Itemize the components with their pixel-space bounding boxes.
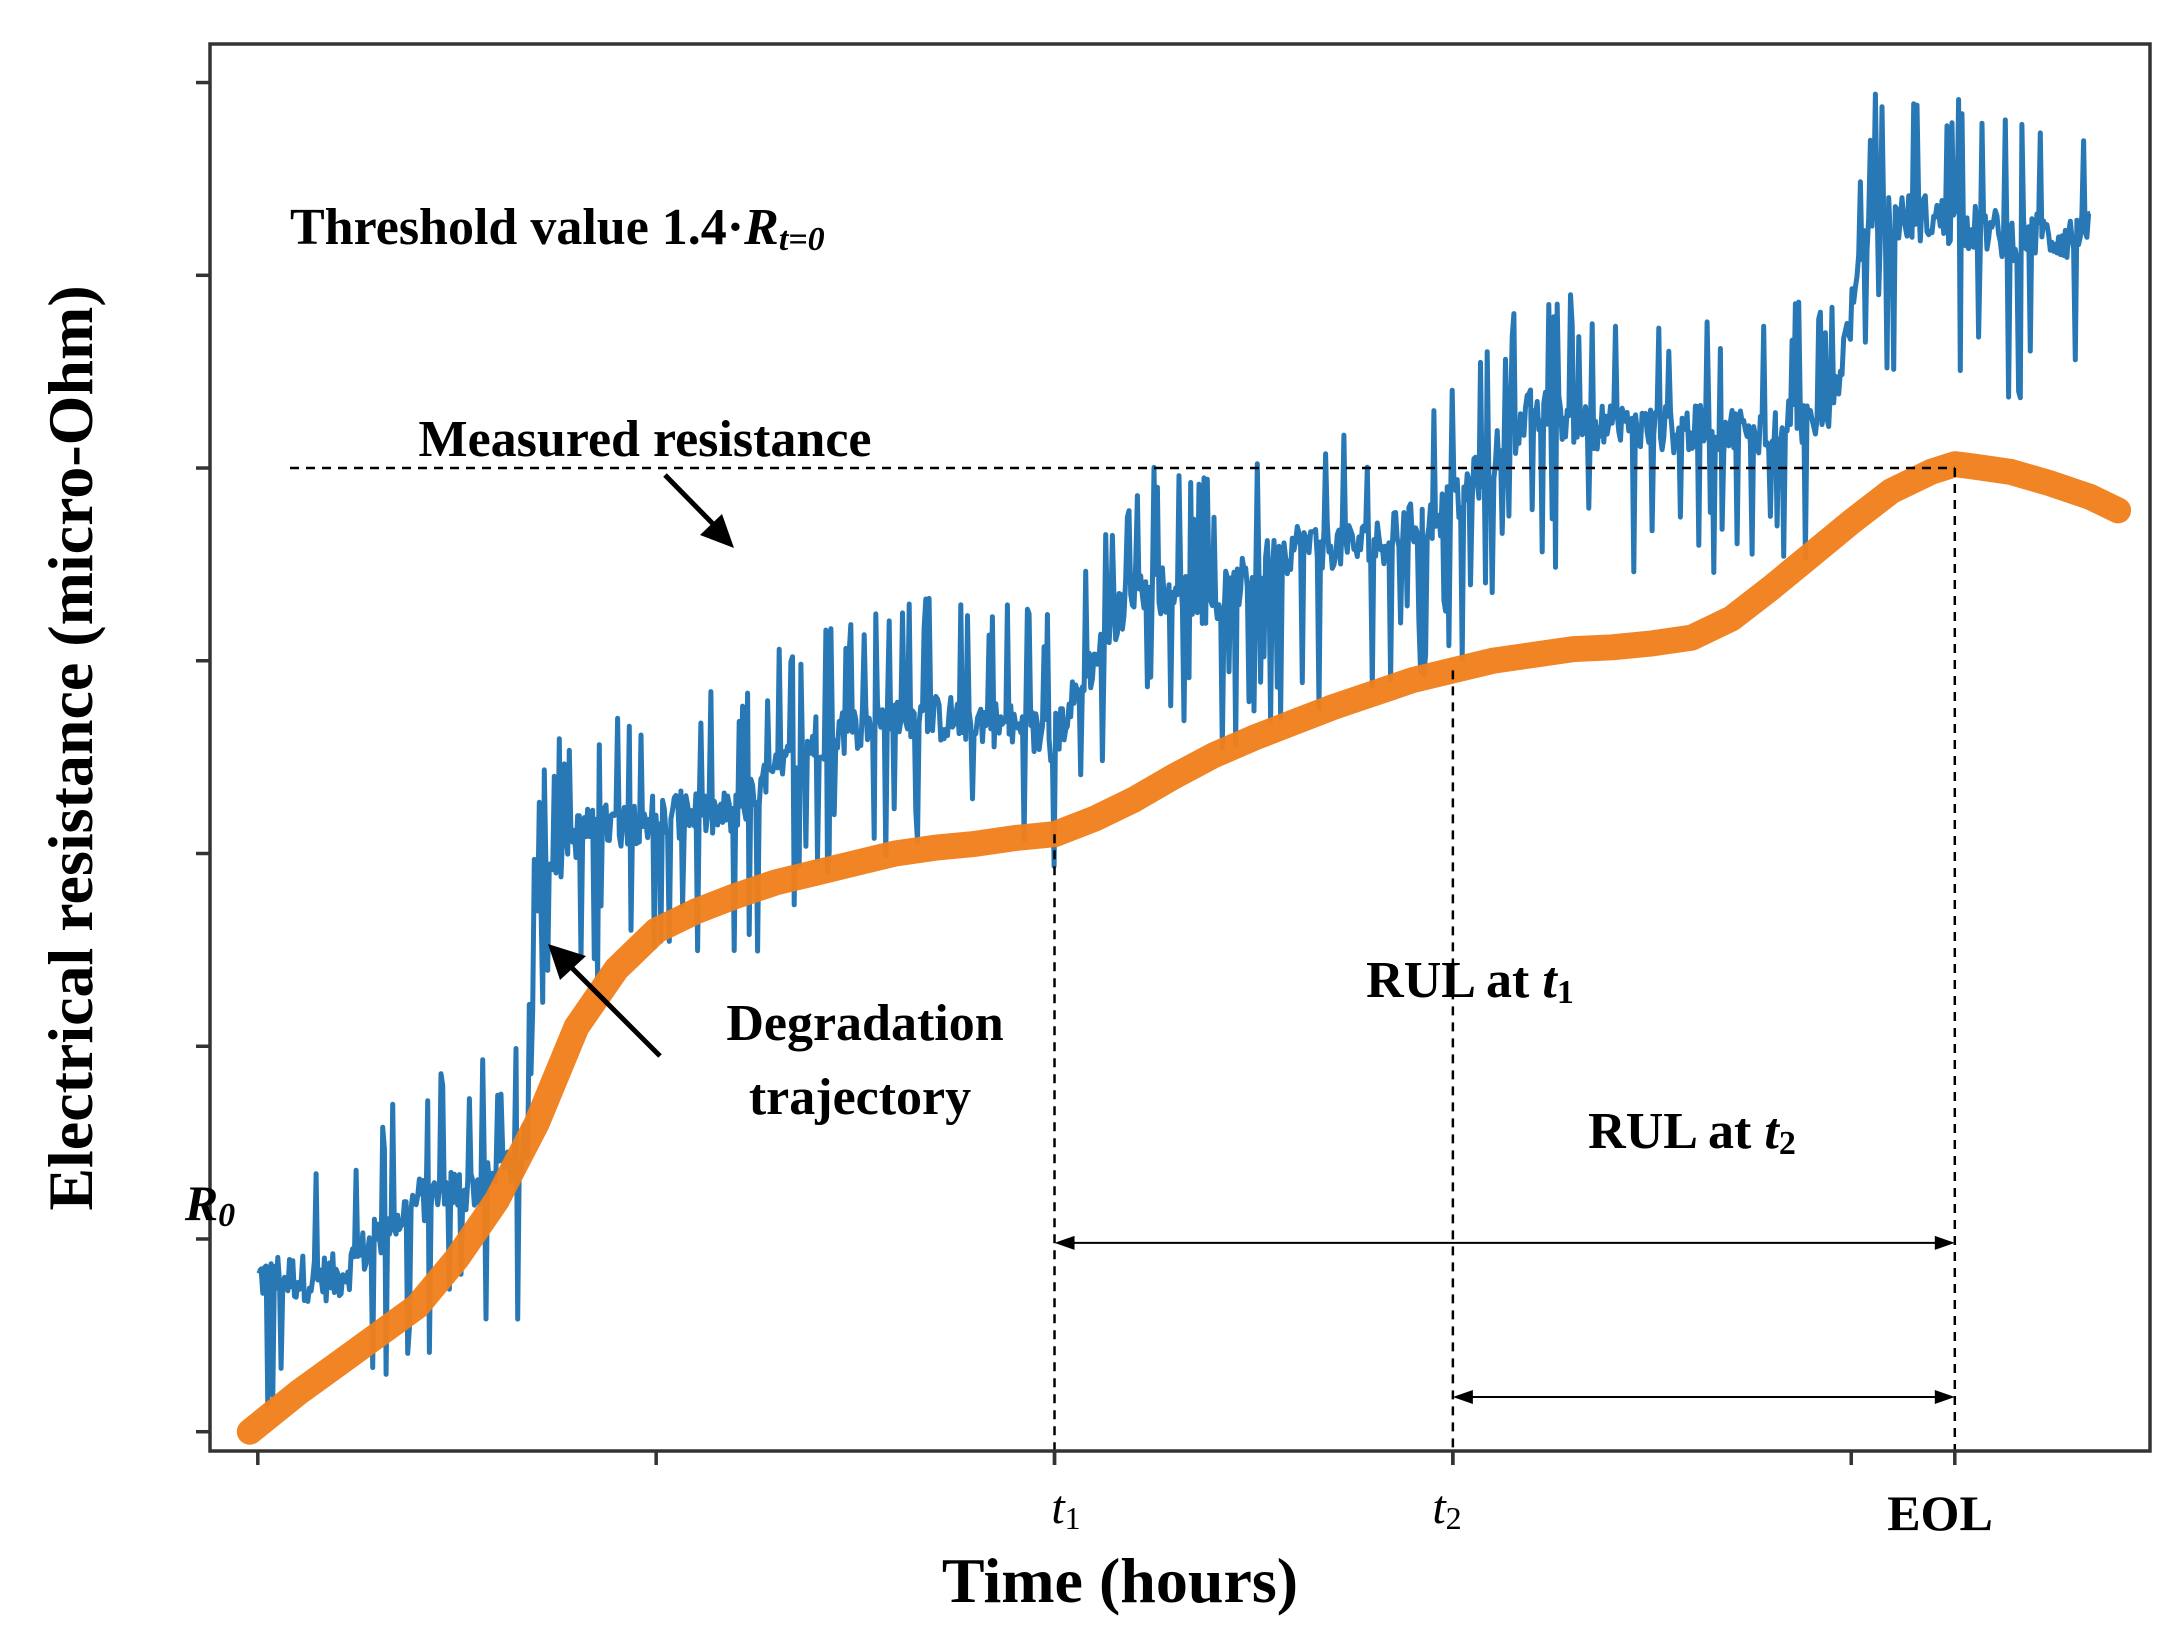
- rul-arrows: [1054, 1235, 1955, 1405]
- plot-frame: [208, 42, 2152, 1453]
- guide-lines: [290, 466, 1957, 1451]
- x-axis-label: Time (hours): [942, 1545, 1298, 1616]
- degradation-trajectory-line: [236, 451, 2132, 1445]
- measured-resistance-series: [256, 91, 2092, 1408]
- rul-t2-arrow: [1452, 1390, 1955, 1405]
- threshold-label: Threshold value 1.4·Rt=0: [290, 199, 825, 258]
- degradation-trajectory-series: [236, 451, 2132, 1445]
- r0-label: R0: [184, 1175, 235, 1234]
- y-axis-label: Electrical resistance (micro-Ohm): [35, 285, 106, 1210]
- degradation-arrow: [548, 944, 662, 1058]
- t2-tick-label: t2: [1432, 1481, 1461, 1536]
- degradation-label-line1: Degradation: [726, 995, 1003, 1052]
- x-ticks: [256, 1451, 1957, 1465]
- rul-t1-label: RUL at t1: [1366, 952, 1574, 1011]
- rul-t1-arrow: [1054, 1235, 1955, 1250]
- rul-t2-label: RUL at t2: [1588, 1103, 1796, 1162]
- measured-resistance-label: Measured resistance: [419, 411, 872, 468]
- eol-tick-label: EOL: [1887, 1485, 1993, 1541]
- t1-tick-label: t1: [1051, 1481, 1080, 1536]
- y-ticks: [196, 80, 210, 1434]
- measured-resistance-line: [256, 91, 2092, 1408]
- degradation-label-line2: trajectory: [749, 1069, 971, 1126]
- measured-resistance-arrow: [663, 473, 734, 548]
